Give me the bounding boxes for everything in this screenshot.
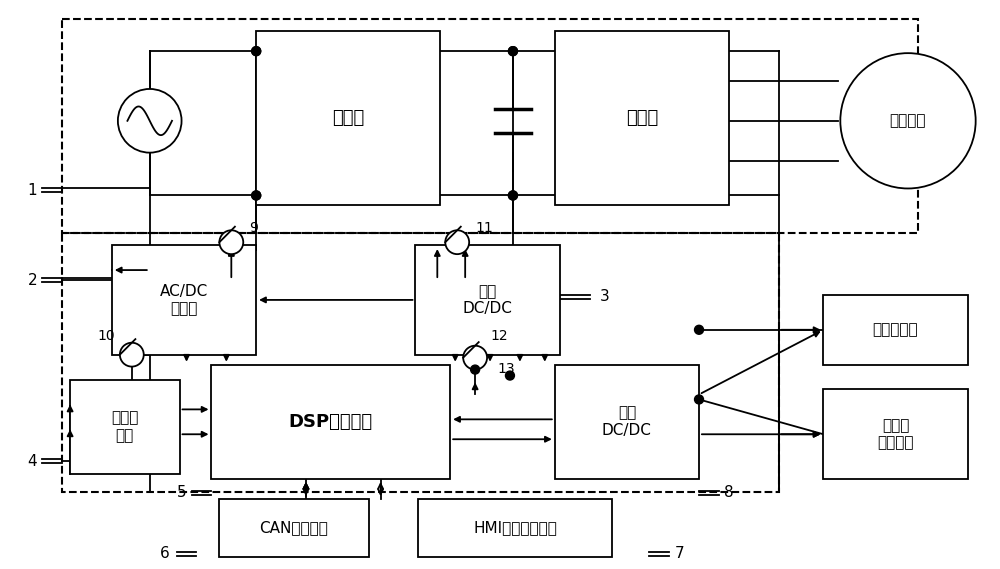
Circle shape <box>508 47 517 56</box>
Bar <box>62 19 918 233</box>
Text: 自供电
模块: 自供电 模块 <box>111 411 139 443</box>
Text: 12: 12 <box>490 329 508 343</box>
Text: 8: 8 <box>724 485 734 501</box>
Bar <box>555 31 729 205</box>
Bar <box>555 365 699 479</box>
Text: 11: 11 <box>475 221 493 235</box>
Bar <box>418 499 612 556</box>
Text: 10: 10 <box>97 329 115 343</box>
Circle shape <box>252 47 261 56</box>
Bar <box>62 233 779 492</box>
Text: CAN通信接口: CAN通信接口 <box>260 520 328 535</box>
Text: 低压
DC/DC: 低压 DC/DC <box>602 406 652 438</box>
Circle shape <box>508 191 517 200</box>
Circle shape <box>445 230 469 254</box>
Circle shape <box>695 395 704 404</box>
Text: 磁轴承
电机控制: 磁轴承 电机控制 <box>877 418 914 451</box>
Circle shape <box>695 325 704 334</box>
Text: 逆变器: 逆变器 <box>626 109 658 127</box>
Text: 磁轴承功放: 磁轴承功放 <box>873 322 918 337</box>
Text: 4: 4 <box>27 453 37 469</box>
Bar <box>256 31 440 205</box>
Circle shape <box>219 230 243 254</box>
Bar <box>112 245 256 354</box>
Bar <box>70 380 180 474</box>
Bar <box>211 365 450 479</box>
Text: 1: 1 <box>27 183 37 198</box>
Text: 7: 7 <box>674 546 684 561</box>
Text: 13: 13 <box>497 361 515 376</box>
Text: 3: 3 <box>600 290 609 304</box>
Bar <box>823 390 968 479</box>
Circle shape <box>252 47 261 56</box>
Text: 5: 5 <box>177 485 186 501</box>
Circle shape <box>505 371 514 380</box>
Circle shape <box>508 191 517 200</box>
Text: AC/DC
变换器: AC/DC 变换器 <box>160 284 208 316</box>
Text: DSP控制模块: DSP控制模块 <box>289 413 373 431</box>
Bar <box>219 499 369 556</box>
Circle shape <box>252 191 261 200</box>
Text: 永磁电机: 永磁电机 <box>890 113 926 128</box>
Bar <box>823 295 968 365</box>
Circle shape <box>471 365 480 374</box>
Circle shape <box>840 53 976 188</box>
Circle shape <box>118 89 182 152</box>
Text: 9: 9 <box>249 221 258 235</box>
Bar <box>415 245 560 354</box>
Circle shape <box>252 191 261 200</box>
Circle shape <box>120 343 144 366</box>
Text: 2: 2 <box>27 273 37 287</box>
Text: 整流桥: 整流桥 <box>332 109 364 127</box>
Circle shape <box>463 346 487 370</box>
Text: 高压
DC/DC: 高压 DC/DC <box>463 284 512 316</box>
Text: HMI人机接口设备: HMI人机接口设备 <box>473 520 557 535</box>
Circle shape <box>508 47 517 56</box>
Text: 6: 6 <box>160 546 170 561</box>
